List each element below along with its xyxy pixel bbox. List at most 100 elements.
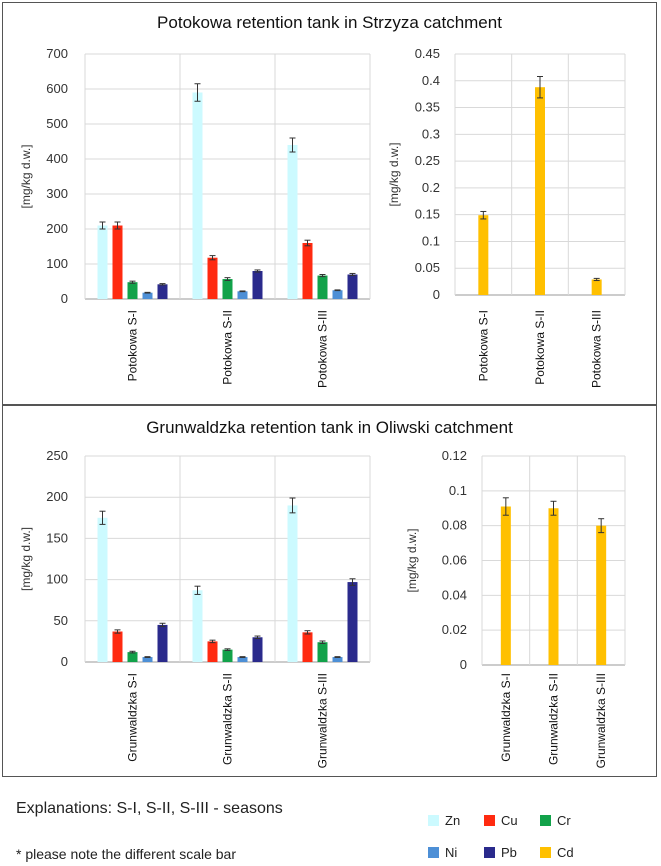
bar-cu [112,631,123,662]
legend-item-pb: Pb [484,845,517,860]
y-tick-label: 0.3 [422,126,440,141]
category-label: Grunwaldzka S-I [126,673,140,762]
legend-item-ni: Ni [428,845,457,860]
panel-title-potokowa: Potokowa retention tank in Strzyza catch… [157,13,502,32]
explanations-text: Explanations: S-I, S-II, S-III - seasons [16,800,283,817]
y-tick-label: 500 [46,116,68,131]
bar-ni [237,291,248,299]
panel-potokowa: Potokowa retention tank in Strzyza catch… [2,2,657,405]
bar-cr [222,279,233,299]
bar-pb [157,284,168,299]
bar-zn [97,517,108,662]
y-tick-label: 300 [46,186,68,201]
bar-cd [535,87,545,296]
y-tick-label: 100 [46,256,68,271]
chart-3: 0 50 100 150 200 250 [mg/kg d.w.] Grunwaldzka S… [19,448,371,768]
bar-zn [287,145,298,299]
chart-4: 0 0.02 0.04 0.06 0.08 0.1 0.12 [mg/kg d.w.] Grun… [405,448,626,768]
category-label: Grunwaldzka S-II [547,673,561,765]
bar-zn [97,225,108,299]
bar-pb [347,582,358,662]
category-label: Potokowa S-III [590,310,604,388]
y-tick-label: 0.05 [415,260,440,275]
bar-cu [207,257,218,299]
y-axis-label: [mg/kg d.w.] [19,144,33,208]
legend-label: Cd [557,845,574,860]
y-tick-label: 100 [46,572,68,587]
y-axis-label: [mg/kg d.w.] [387,142,401,206]
bar-cd [596,525,607,665]
y-tick-label: 0 [433,287,440,302]
category-label: Grunwaldzka S-III [594,673,608,768]
category-label: Potokowa S-III [316,310,330,388]
legend-label: Zn [445,813,461,828]
bar-cr [317,642,328,662]
y-tick-label: 0 [460,657,467,672]
category-label: Potokowa S-II [221,310,235,385]
y-tick-label: 0.1 [422,233,440,248]
category-label: Grunwaldzka S-II [221,673,235,765]
y-tick-label: 200 [46,489,68,504]
bar-ni [332,290,343,299]
y-axis-label: [mg/kg d.w.] [405,528,419,592]
legend-swatch [484,815,495,826]
bar-cu [112,225,123,299]
bar-cd [591,279,602,295]
y-tick-label: 0.04 [442,587,467,602]
legend-item-cu: Cu [484,813,518,828]
y-tick-label: 0.35 [415,100,440,115]
bar-cd [478,215,489,295]
bar-zn [287,505,298,662]
legend-label: Ni [445,845,458,860]
category-label: Potokowa S-II [533,310,547,385]
bar-cr [317,275,328,299]
y-tick-label: 0.4 [422,73,440,88]
bar-cu [207,641,218,662]
bar-ni [142,657,153,662]
y-tick-label: 0.25 [415,153,440,168]
y-tick-label: 0 [61,291,68,306]
legend-swatch [540,815,551,826]
chart-1: 0 100 200 300 400 500 600 700 [mg/kg d.w.] Potoko… [19,46,371,388]
y-tick-label: 250 [46,448,68,463]
bar-pb [252,637,263,662]
category-label: Potokowa S-I [126,310,140,381]
y-tick-label: 400 [46,151,68,166]
chart-2: 0 0.05 0.1 0.15 0.2 0.25 0.3 0.35 0.4 0.45 [mg/kg … [387,46,626,388]
y-tick-label: 0.02 [442,622,467,637]
y-tick-label: 0.08 [442,518,467,533]
bar-cr [127,282,138,299]
category-label: Grunwaldzka S-III [316,673,330,768]
y-tick-label: 50 [54,613,68,628]
panel-grunwaldzka: Grunwaldzka retention tank in Oliwski ca… [2,405,657,777]
legend-swatch [540,847,551,858]
y-tick-label: 150 [46,530,68,545]
bar-zn [192,92,203,299]
y-tick-label: 700 [46,46,68,61]
y-tick-label: 0.1 [449,483,467,498]
y-tick-label: 0.45 [415,46,440,61]
bar-ni [237,657,248,662]
bar-cr [127,652,138,662]
bar-pb [157,624,168,662]
bar-ni [142,292,153,299]
category-label: Potokowa S-I [476,310,490,381]
y-tick-label: 0.15 [415,207,440,222]
bar-cu [302,243,313,299]
legend-item-cd: Cd [540,845,574,860]
y-tick-label: 600 [46,81,68,96]
y-tick-label: 0.06 [442,553,467,568]
bar-cu [302,632,313,662]
bar-cd [500,506,511,665]
legend-label: Cu [501,813,518,828]
legend-label: Pb [501,845,517,860]
bar-cr [222,649,233,662]
legend-label: Cr [557,813,571,828]
legend-swatch [428,815,439,826]
category-label: Grunwaldzka S-I [499,673,513,762]
legend-swatch [484,847,495,858]
y-tick-label: 0.2 [422,180,440,195]
bar-pb [347,274,358,299]
scale-note: * please note the different scale bar [16,846,237,862]
